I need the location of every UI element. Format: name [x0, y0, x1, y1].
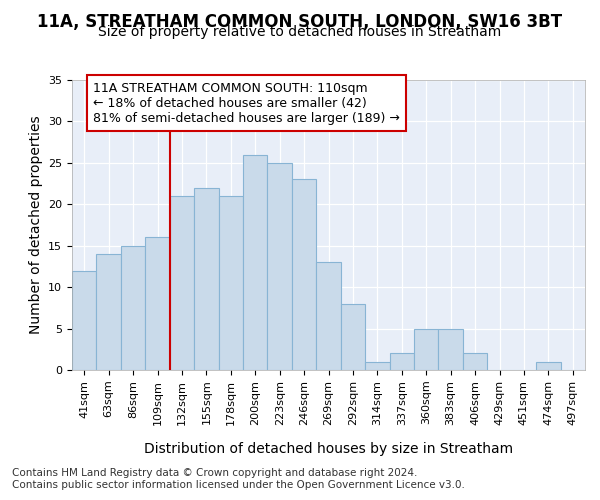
Bar	[365, 362, 389, 370]
Bar	[292, 180, 316, 370]
Y-axis label: Number of detached properties: Number of detached properties	[29, 116, 43, 334]
Text: 11A STREATHAM COMMON SOUTH: 110sqm
← 18% of detached houses are smaller (42)
81%: 11A STREATHAM COMMON SOUTH: 110sqm ← 18%…	[93, 82, 400, 124]
Bar	[243, 154, 268, 370]
Bar	[72, 270, 97, 370]
Bar	[536, 362, 560, 370]
Bar	[194, 188, 218, 370]
Text: Contains public sector information licensed under the Open Government Licence v3: Contains public sector information licen…	[12, 480, 465, 490]
Bar	[414, 328, 439, 370]
Bar	[145, 238, 170, 370]
Text: Size of property relative to detached houses in Streatham: Size of property relative to detached ho…	[98, 25, 502, 39]
Bar	[389, 354, 414, 370]
Bar	[121, 246, 145, 370]
Bar	[218, 196, 243, 370]
Bar	[463, 354, 487, 370]
Text: 11A, STREATHAM COMMON SOUTH, LONDON, SW16 3BT: 11A, STREATHAM COMMON SOUTH, LONDON, SW1…	[37, 12, 563, 30]
Bar	[170, 196, 194, 370]
Bar	[316, 262, 341, 370]
Bar	[341, 304, 365, 370]
Bar	[97, 254, 121, 370]
Text: Contains HM Land Registry data © Crown copyright and database right 2024.: Contains HM Land Registry data © Crown c…	[12, 468, 418, 478]
Bar	[268, 163, 292, 370]
Bar	[439, 328, 463, 370]
Text: Distribution of detached houses by size in Streatham: Distribution of detached houses by size …	[144, 442, 514, 456]
